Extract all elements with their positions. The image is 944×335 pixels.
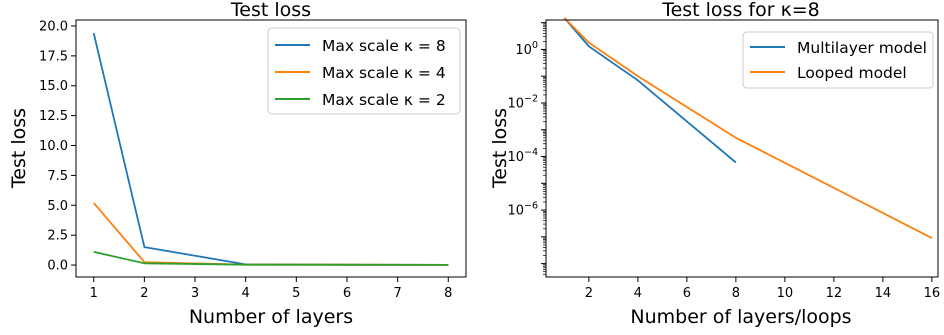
chart2-xtick-label: 14 xyxy=(875,286,892,301)
chart1-title: Test loss xyxy=(230,0,311,21)
chart1-ytick-label: 12.5 xyxy=(39,109,68,124)
chart1-legend-box xyxy=(267,27,461,115)
chart2-xtick-label: 16 xyxy=(924,286,941,301)
chart-test-loss: Test loss 1 2 3 4 5 6 7 8 0.0 2.5 5.0 7.5 10.0 12.5 1… xyxy=(8,0,467,328)
chart-test-loss-kappa-8: Test loss for κ=8 2 4 6 8 10 12 14 16 100 10−2 10… xyxy=(489,0,940,328)
chart1-xlabel: Number of layers xyxy=(189,306,353,328)
chart1-frame xyxy=(75,19,467,278)
chart1-xtick-label: 2 xyxy=(140,286,148,301)
chart2-xtick-label: 2 xyxy=(585,286,593,301)
chart2-legend-box xyxy=(742,31,934,89)
chart1-ytick-label: 15.0 xyxy=(39,79,68,94)
chart1-legend: Max scale κ = 8 Max scale κ = 4 Max scal… xyxy=(267,27,461,115)
legend-label-looped: Looped model xyxy=(797,64,907,82)
chart1-xtick-label: 4 xyxy=(242,286,250,301)
chart1-xtick-label: 3 xyxy=(191,286,199,301)
chart1-series-line-1 xyxy=(93,202,449,266)
legend-label-kappa-4: Max scale κ = 4 xyxy=(322,64,446,82)
chart2-xlabel: Number of layers/loops xyxy=(630,306,851,328)
chart1-xtick-label: 1 xyxy=(90,286,98,301)
chart1-xtick-label: 7 xyxy=(393,286,401,301)
chart1-ytick-label: 17.5 xyxy=(39,49,68,64)
chart1-xtick-label: 5 xyxy=(292,286,300,301)
chart1-series-line-2 xyxy=(93,251,449,266)
chart1-xtick-label: 6 xyxy=(343,286,351,301)
chart2-ytick-label: 10−4 xyxy=(507,147,538,165)
chart1-ytick-label: 5.0 xyxy=(47,199,68,214)
chart1-xtick-label: 8 xyxy=(444,286,452,301)
chart1-ytick-label: 10.0 xyxy=(39,139,68,154)
legend-label-kappa-2: Max scale κ = 2 xyxy=(322,91,446,109)
chart2-xtick-label: 4 xyxy=(634,286,642,301)
chart2-xtick-label: 12 xyxy=(826,286,843,301)
chart2-series-line-1 xyxy=(563,17,933,239)
chart2-xtick-label: 6 xyxy=(683,286,691,301)
chart1-ytick-label: 7.5 xyxy=(47,169,68,184)
chart2-series-line-0 xyxy=(563,17,737,164)
chart1-ytick-label: 20.0 xyxy=(39,19,68,34)
chart2-ytick-label: 100 xyxy=(515,40,538,58)
chart2-xtick-label: 8 xyxy=(732,286,740,301)
chart2-ytick-label: 10−6 xyxy=(507,201,538,219)
chart2-ylabel: Test loss xyxy=(489,108,511,189)
chart2-title: Test loss for κ=8 xyxy=(661,0,820,21)
chart1-ytick-label: 0.0 xyxy=(47,259,68,274)
chart1-ylabel: Test loss xyxy=(8,108,30,189)
chart2-ytick-label: 10−2 xyxy=(507,93,538,111)
legend-label-multilayer: Multilayer model xyxy=(797,39,927,57)
legend-label-kappa-8: Max scale κ = 8 xyxy=(322,37,446,55)
chart1-ytick-label: 2.5 xyxy=(47,229,68,244)
chart2-legend: Multilayer model Looped model xyxy=(742,31,934,89)
chart2-xtick-label: 10 xyxy=(777,286,794,301)
